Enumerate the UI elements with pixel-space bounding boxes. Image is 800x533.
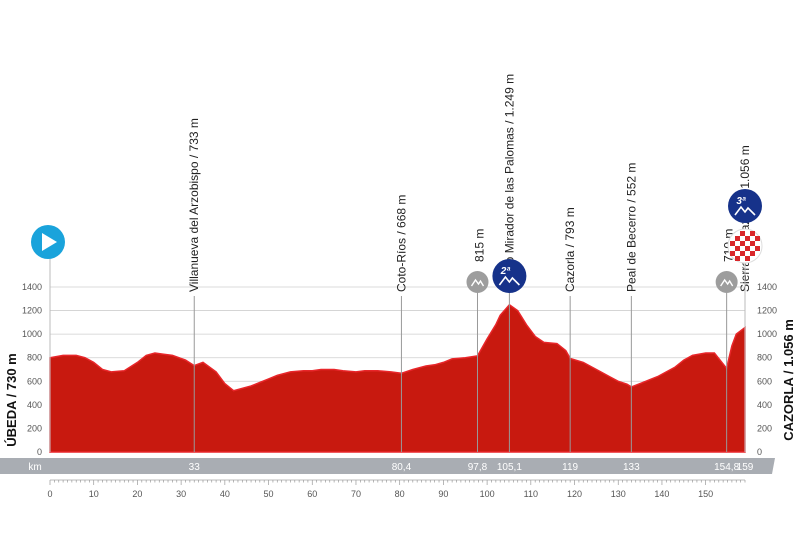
km-bar-label: 80,4 [392, 462, 412, 473]
y-tick-left: 1000 [22, 329, 42, 339]
y-tick-left: 0 [37, 447, 42, 457]
start-label: ÚBEDA / 730 m [4, 353, 19, 446]
checker-square [745, 246, 750, 251]
waypoint-label: Peal de Becerro / 552 m [624, 163, 638, 292]
checker-square [740, 241, 745, 246]
waypoint-markers: Villanueva del Arzobispo / 733 m Coto-Río… [187, 74, 752, 452]
waypoint-label: Puerto Mirador de las Palomas / 1.249 m [502, 74, 516, 292]
checker-square [735, 236, 740, 241]
x-tick-label: 110 [524, 489, 538, 499]
x-tick-label: 90 [438, 489, 448, 499]
x-tick-label: 50 [264, 489, 274, 499]
mountain-icon [470, 278, 485, 287]
km-bar-label: 154,8 [714, 462, 739, 473]
x-tick-label: 0 [47, 489, 52, 499]
x-tick-label: 20 [132, 489, 142, 499]
checker-square [755, 236, 760, 241]
y-tick-right: 0 [757, 447, 762, 457]
y-tick-right: 1000 [757, 329, 777, 339]
checker-square [735, 256, 740, 261]
y-tick-right: 1400 [757, 282, 777, 292]
checker-square [755, 246, 760, 251]
x-tick-label: 100 [480, 489, 495, 499]
x-tick-label: 80 [395, 489, 405, 499]
checker-square [740, 251, 745, 256]
y-tick-right: 1200 [757, 306, 777, 316]
finish-flag-icon [727, 228, 763, 264]
checker-square [740, 231, 745, 236]
x-tick-label: 120 [567, 489, 582, 499]
y-tick-left: 200 [27, 423, 42, 433]
km-bar-label: 119 [562, 462, 578, 473]
checker-square [730, 241, 735, 246]
profile-area [49, 303, 746, 453]
checker-square [745, 256, 750, 261]
km-unit-label: km [28, 462, 41, 473]
mountain-icon [720, 278, 734, 287]
y-tick-left: 800 [27, 353, 42, 363]
x-tick-label: 130 [611, 489, 626, 499]
checker-square [750, 231, 755, 236]
y-tick-left: 400 [27, 400, 42, 410]
checker-square [730, 251, 735, 256]
climb-category: 3ª [736, 196, 746, 207]
waypoint-label: Cazorla / 793 m [563, 207, 577, 292]
x-tick-label: 30 [176, 489, 186, 499]
waypoint-label: Villanueva del Arzobispo / 733 m [187, 118, 201, 292]
finish-label: CAZORLA / 1.056 m [781, 319, 796, 441]
x-tick-label: 140 [654, 489, 669, 499]
km-bar-label: 133 [623, 462, 640, 473]
checker-square [745, 236, 750, 241]
start-icon [31, 225, 65, 259]
km-bar-label: 159 [737, 462, 754, 473]
km-bar-band [0, 458, 775, 474]
km-bar-label: 33 [189, 462, 201, 473]
sprint-label: 815 m [472, 229, 486, 262]
sprint-icon [466, 271, 489, 293]
profile-elevation [49, 303, 746, 453]
climb-badge-cat3: 3ª [728, 189, 762, 223]
x-tick-label: 70 [351, 489, 361, 499]
x-tick-label: 150 [698, 489, 713, 499]
km-bar-label: 97,8 [468, 462, 488, 473]
checker-square [735, 246, 740, 251]
km-bar-label: 105,1 [497, 462, 522, 473]
x-tick-label: 60 [307, 489, 317, 499]
mountain-icon [734, 205, 756, 216]
climb-badge-cat2: 2ª [492, 259, 527, 293]
checker-square [750, 241, 755, 246]
y-tick-right: 800 [757, 353, 772, 363]
x-tick-label: 10 [89, 489, 99, 499]
x-tick-label: 40 [220, 489, 230, 499]
checker-square [750, 251, 755, 256]
y-tick-left: 1400 [22, 282, 42, 292]
y-tick-right: 600 [757, 376, 772, 386]
climb-category: 2ª [500, 266, 511, 277]
y-tick-left: 1200 [22, 306, 42, 316]
y-tick-right: 200 [757, 423, 772, 433]
waypoint-label: Coto-Ríos / 668 m [394, 195, 408, 292]
y-tick-right: 400 [757, 400, 772, 410]
y-tick-left: 600 [27, 376, 42, 386]
icons: 2ª 3ª [31, 189, 763, 293]
sprint-icon [715, 271, 738, 293]
play-icon [42, 233, 57, 251]
mountain-icon [498, 275, 520, 286]
